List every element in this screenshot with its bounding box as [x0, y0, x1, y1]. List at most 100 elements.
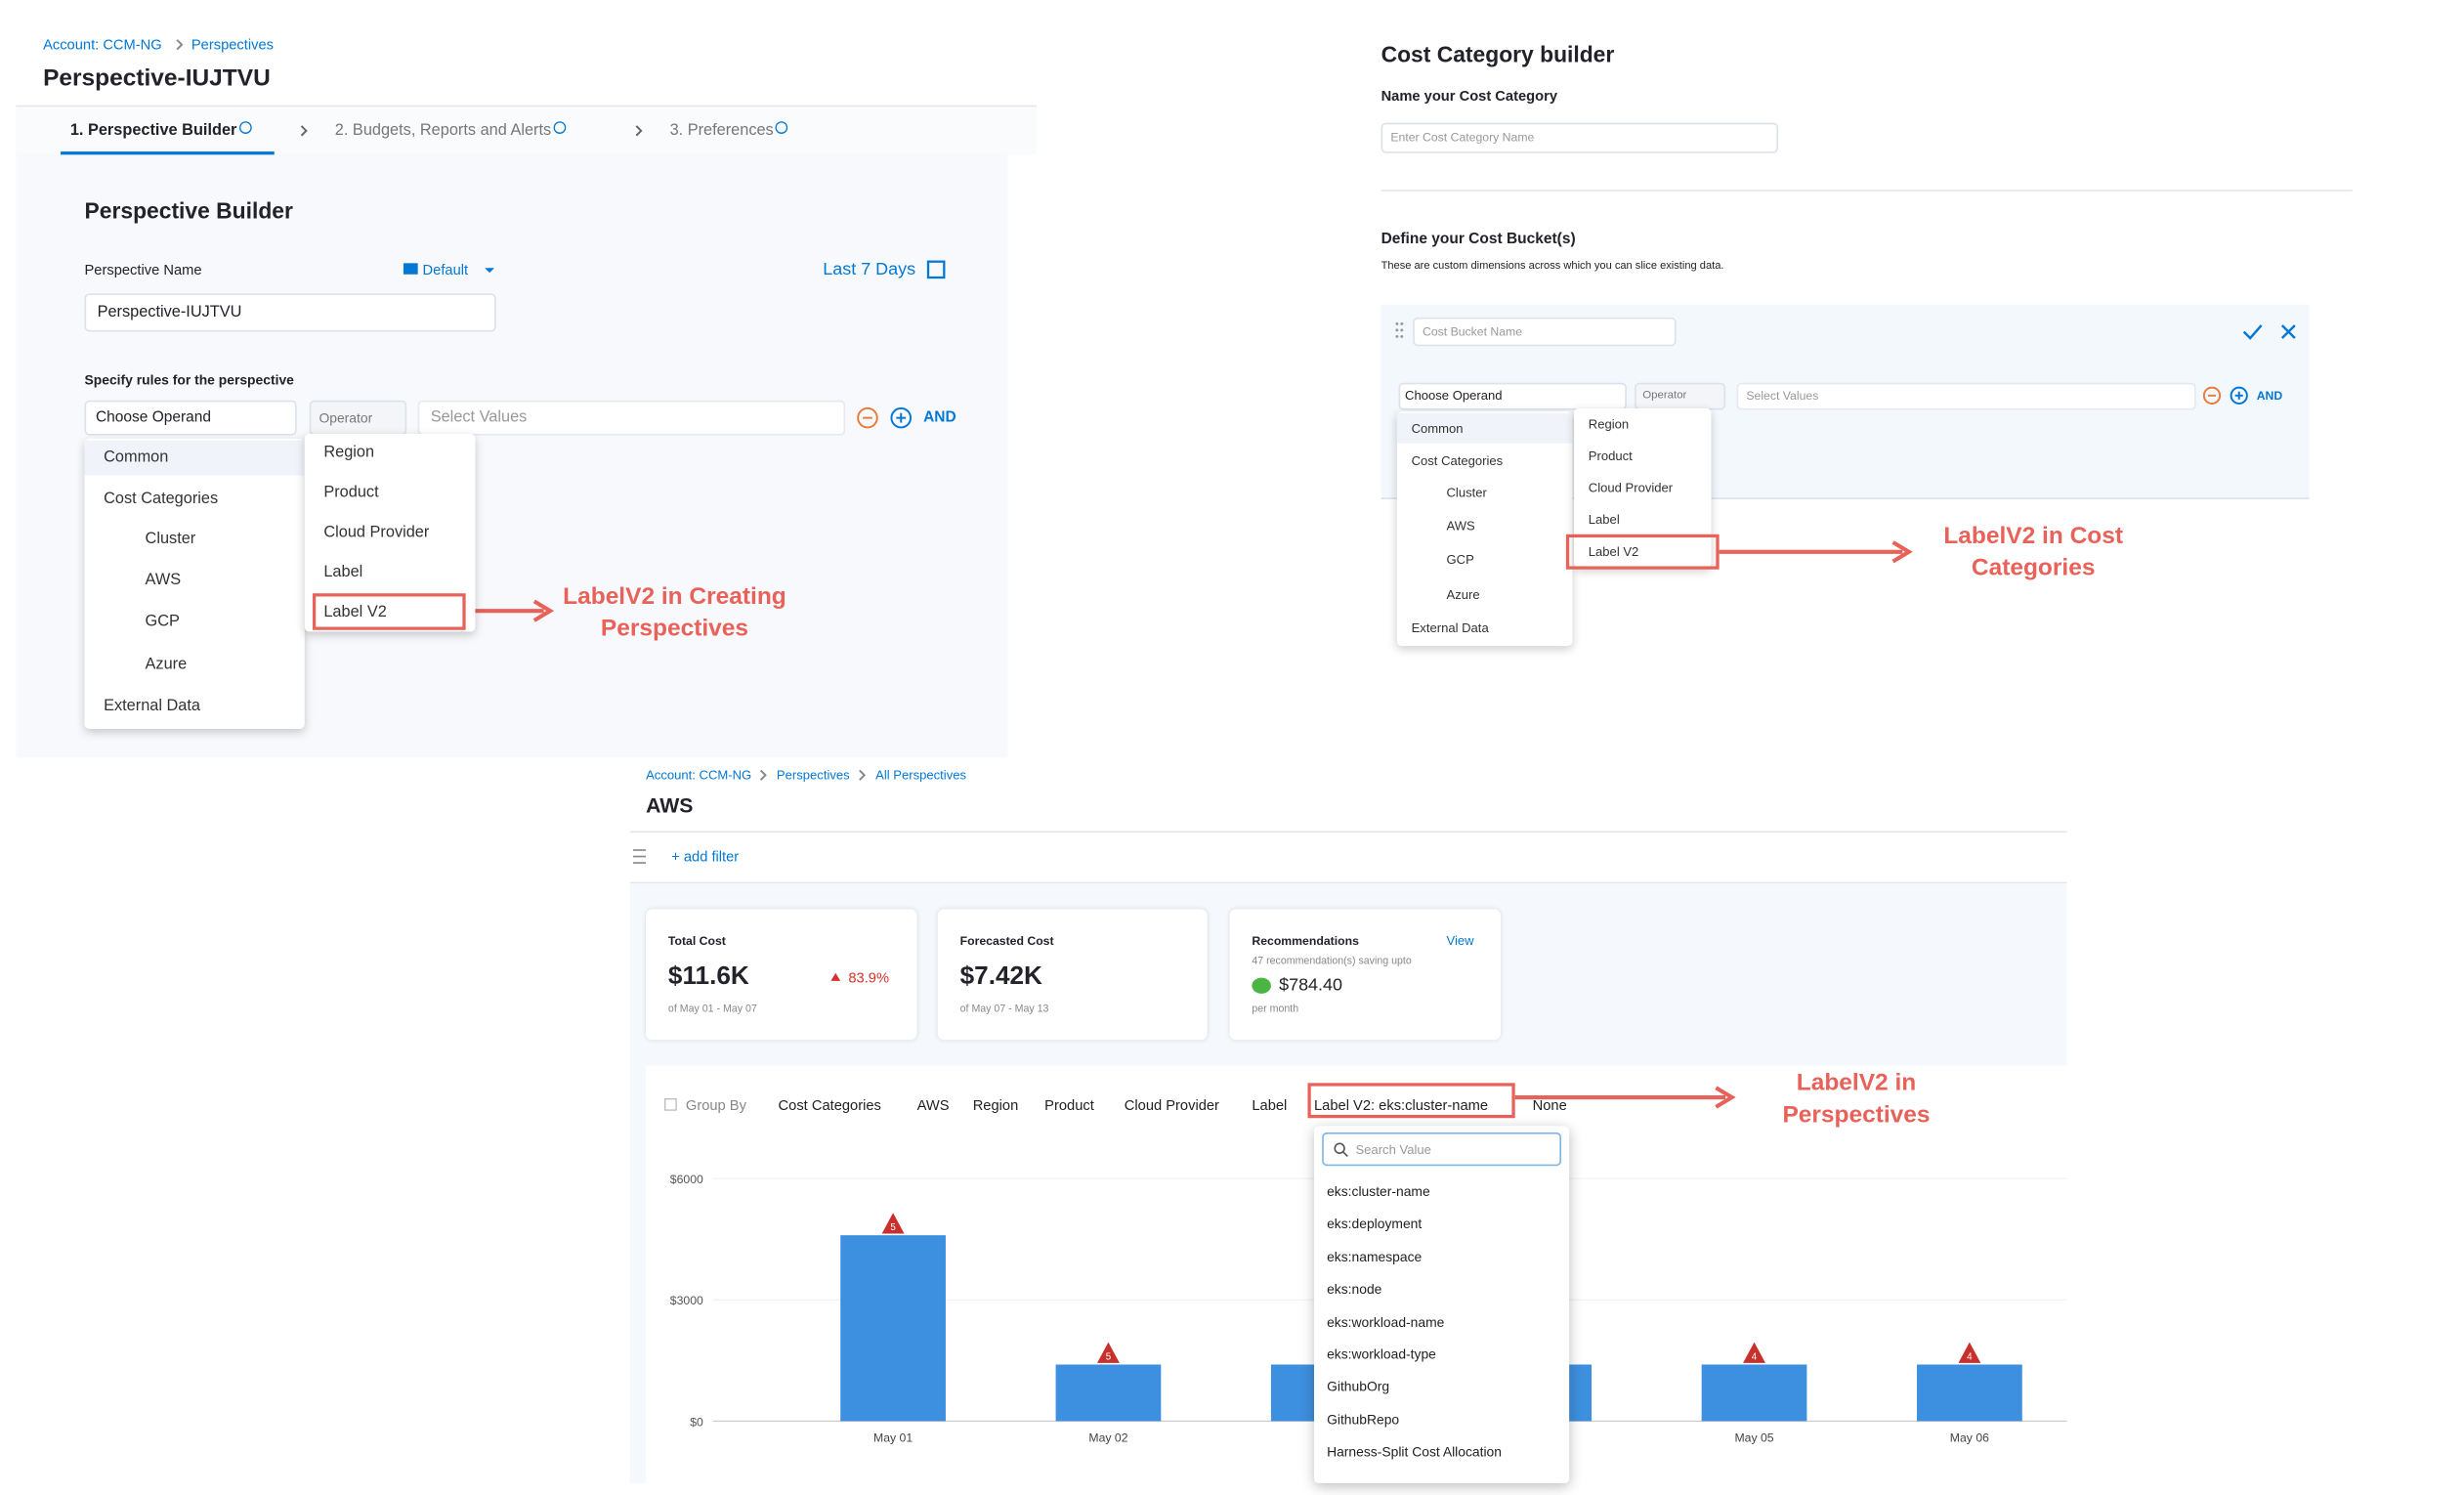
icon — [890, 406, 913, 429]
add-filter[interactable]: + add filter — [671, 848, 740, 865]
menu-item[interactable]: Cost Categories — [104, 490, 219, 508]
bar — [1917, 1364, 2022, 1422]
menu-item[interactable]: Cluster — [1446, 486, 1487, 500]
breadcrumb[interactable]: Perspectives — [776, 767, 850, 783]
anomaly-badge — [881, 1213, 905, 1234]
chevron — [635, 125, 643, 137]
dropdown-item[interactable]: eks:node — [1327, 1280, 1382, 1298]
input-value: Perspective-IUJTVU — [97, 303, 242, 321]
menu-item[interactable]: AWS — [1446, 519, 1475, 534]
card-label: Forecasted Cost — [959, 933, 1054, 949]
dropdown-item[interactable]: Harness-Split Cost Allocation — [1327, 1443, 1502, 1460]
calendar-icon — [926, 260, 946, 279]
group-by-option[interactable]: AWS — [916, 1097, 950, 1114]
breadcrumb[interactable]: Account: CCM-NG — [43, 36, 162, 53]
menu-item[interactable]: AWS — [145, 572, 182, 590]
step-tab[interactable]: 2. Budgets, Reports and Alerts — [334, 121, 552, 140]
submenu-item[interactable]: Label — [323, 564, 363, 581]
menu-item[interactable]: Cluster — [145, 530, 196, 548]
select-text: Operator — [1642, 390, 1687, 402]
group-by-option[interactable]: Label — [1252, 1097, 1288, 1114]
operand-select[interactable] — [84, 400, 297, 436]
menu-item[interactable]: Cost Categories — [1411, 453, 1504, 469]
placeholder: Enter Cost Category Name — [1390, 130, 1535, 145]
operand-select[interactable] — [1398, 382, 1627, 410]
anomaly-count: 4 — [1967, 1352, 1973, 1363]
arrow-head — [532, 599, 555, 622]
submenu — [1574, 407, 1712, 569]
submenu-item[interactable]: Label V2 — [323, 603, 387, 621]
dropdown-item[interactable]: eks:cluster-name — [1327, 1183, 1430, 1200]
y-tick-label: $3000 — [670, 1294, 703, 1307]
submenu-item[interactable]: Label — [1588, 512, 1620, 528]
submenu-item[interactable]: Product — [323, 484, 379, 502]
dropdown-item[interactable]: eks:workload-name — [1327, 1314, 1445, 1331]
submenu-item[interactable]: Product — [1588, 448, 1633, 464]
field-label: Specify rules for the perspective — [84, 371, 294, 388]
bucket-name-input[interactable] — [1413, 317, 1677, 347]
search-input[interactable] — [1322, 1132, 1562, 1167]
values-select[interactable] — [417, 400, 846, 436]
and-button[interactable]: AND — [2256, 388, 2283, 404]
field-label: Name your Cost Category — [1381, 87, 1557, 105]
chevron — [859, 769, 867, 781]
placeholder: Select Values — [430, 408, 528, 427]
dropdown-item[interactable]: GithubRepo — [1327, 1411, 1400, 1428]
time-range[interactable]: Last 7 Days — [823, 260, 916, 279]
card-period: of May 07 - May 13 — [959, 1004, 1049, 1015]
drag-handle — [1395, 328, 1399, 332]
card-label: Recommendations — [1252, 933, 1359, 949]
menu-item[interactable]: External Data — [1411, 620, 1489, 636]
step-tab[interactable]: 1. Perspective Builder — [69, 121, 237, 140]
group-by-option[interactable]: Region — [972, 1097, 1019, 1114]
name-input[interactable] — [1381, 122, 1779, 153]
dropdown-item[interactable]: GithubOrg — [1327, 1378, 1390, 1394]
menu-item[interactable]: GCP — [145, 613, 180, 631]
highlight-box — [1565, 534, 1720, 570]
submenu-item[interactable]: Cloud Provider — [323, 524, 430, 542]
arrow-head — [1891, 540, 1913, 564]
group-by-option[interactable]: Cloud Provider — [1124, 1097, 1219, 1114]
breadcrumb[interactable]: Account: CCM-NG — [646, 767, 752, 783]
anomaly-badge — [1097, 1342, 1120, 1363]
submenu-item[interactable]: Region — [1588, 416, 1630, 432]
submenu-item[interactable]: Region — [323, 444, 375, 462]
menu-item[interactable]: External Data — [104, 698, 201, 716]
group-by-option[interactable]: None — [1532, 1097, 1567, 1114]
up-arrow — [830, 972, 841, 981]
group-by-option[interactable]: Label V2: eks:cluster-name — [1314, 1097, 1489, 1114]
chevron — [759, 769, 767, 781]
page-title: Perspective-IUJTVU — [43, 64, 271, 92]
menu-item[interactable]: Azure — [145, 656, 188, 674]
menu-item[interactable]: Common — [1411, 421, 1464, 437]
dropdown-item[interactable]: eks:deployment — [1327, 1215, 1423, 1232]
values-select[interactable] — [1736, 382, 2196, 410]
folder-icon — [403, 263, 418, 275]
cost-card — [937, 909, 1208, 1041]
card-period: of May 01 - May 07 — [667, 1004, 757, 1015]
menu-item[interactable]: Azure — [1446, 587, 1480, 603]
view-link[interactable]: View — [1446, 933, 1474, 949]
dropdown-item[interactable]: eks:workload-type — [1327, 1346, 1436, 1362]
menu-item[interactable]: Common — [104, 448, 169, 467]
card-value: $7.42K — [959, 962, 1042, 991]
breadcrumb[interactable]: All Perspectives — [875, 767, 967, 783]
submenu-item[interactable]: Label V2 — [1588, 544, 1639, 560]
placeholder: Search Value — [1355, 1142, 1431, 1158]
card-value: $784.40 — [1279, 975, 1343, 996]
anomaly-count: 5 — [890, 1222, 896, 1233]
group-by-option[interactable]: Product — [1044, 1097, 1094, 1114]
group-by-option[interactable]: Cost Categories — [778, 1097, 881, 1114]
submenu-item[interactable]: Cloud Provider — [1588, 481, 1674, 495]
dropdown-item[interactable]: eks:namespace — [1327, 1249, 1423, 1265]
icon — [2202, 386, 2222, 405]
folder-select[interactable]: Default — [422, 261, 469, 278]
breadcrumb[interactable]: Perspectives — [191, 36, 274, 53]
menu-highlight — [1396, 412, 1573, 444]
and-button[interactable]: AND — [923, 408, 956, 427]
highlight-box — [312, 593, 466, 630]
step-tab[interactable]: 3. Preferences — [669, 121, 774, 140]
menu-item[interactable]: GCP — [1446, 552, 1474, 568]
name-input[interactable] — [84, 293, 496, 332]
